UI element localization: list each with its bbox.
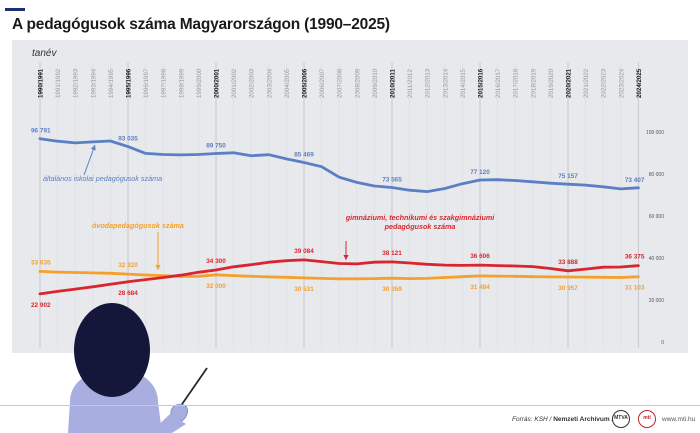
pointer-stick bbox=[177, 367, 208, 411]
x-tick-label: 2011/2012 bbox=[407, 69, 414, 98]
footer: Forrás: KSH / Nemzeti Archívum / MTI MTV… bbox=[0, 405, 700, 433]
x-tick-label: 2012/2013 bbox=[425, 68, 432, 98]
footer-divider bbox=[0, 405, 700, 406]
series-annotation-secondary: pedagógusok száma bbox=[384, 222, 456, 231]
x-tick-label: 2016/2017 bbox=[495, 68, 502, 98]
x-tick-label: 1990/1991 bbox=[38, 68, 45, 98]
source-prefix: Forrás: KSH / bbox=[512, 416, 552, 423]
x-tick-label: 2021/2022 bbox=[583, 68, 590, 98]
y-tick-label: 0 bbox=[661, 340, 664, 346]
x-tick-label: 2008/2009 bbox=[354, 68, 361, 98]
logo-text-mtva: MTVA bbox=[614, 415, 628, 421]
y-tick-label: 60 000 bbox=[649, 214, 665, 220]
x-tick-label: 1998/1999 bbox=[178, 68, 185, 98]
data-label-secondary: 34 300 bbox=[206, 258, 226, 265]
data-label-general: 75 157 bbox=[558, 173, 578, 180]
arrowhead-icon bbox=[343, 255, 349, 260]
series-line-general bbox=[38, 137, 640, 193]
data-label-general: 96 791 bbox=[31, 128, 51, 135]
x-tick-label: 2005/2006 bbox=[302, 68, 309, 98]
x-axis-title: tanév bbox=[32, 48, 57, 59]
data-label-secondary: 38 121 bbox=[382, 250, 402, 257]
x-tick-label: 2004/2005 bbox=[284, 68, 291, 98]
x-tick-label: 1992/1993 bbox=[73, 68, 80, 98]
x-tick-label: 2007/2008 bbox=[337, 68, 344, 98]
x-tick-label: 1995/1996 bbox=[126, 68, 133, 98]
x-tick-label: 2019/2020 bbox=[548, 68, 555, 98]
x-tick-label: 1994/1995 bbox=[108, 68, 115, 98]
x-tick-label: 2022/2023 bbox=[601, 68, 608, 98]
data-label-kinder: 30 531 bbox=[294, 286, 314, 293]
x-tick-label: 2018/2019 bbox=[530, 68, 537, 98]
x-tick-label: 2020/2021 bbox=[566, 68, 573, 98]
data-label-secondary: 36 606 bbox=[470, 253, 490, 260]
series-annotation-kinder: óvodapedagógusok száma bbox=[92, 221, 184, 230]
website-link[interactable]: www.mti.hu bbox=[662, 416, 696, 423]
chart-board bbox=[12, 40, 688, 353]
data-label-secondary: 28 684 bbox=[118, 290, 138, 297]
data-label-kinder: 31 103 bbox=[625, 285, 645, 292]
y-tick-label: 80 000 bbox=[649, 172, 665, 178]
data-label-general: 85 469 bbox=[294, 152, 314, 159]
annotation-pointer-general bbox=[83, 144, 96, 176]
page-margin bbox=[0, 0, 12, 433]
x-tick-label: 2003/2004 bbox=[266, 68, 273, 98]
x-tick-label: 1993/1994 bbox=[90, 68, 97, 98]
data-label-general: 73 407 bbox=[625, 177, 645, 184]
corner-accent bbox=[5, 8, 25, 11]
source-text: Forrás: KSH / Nemzeti Archívum / MTI bbox=[512, 416, 626, 423]
x-tick-label: 2024/2025 bbox=[636, 68, 643, 98]
data-label-secondary: 33 888 bbox=[558, 259, 578, 266]
series-line-kinder bbox=[38, 270, 640, 281]
data-label-kinder: 32 320 bbox=[118, 262, 138, 269]
data-label-general: 77 120 bbox=[470, 169, 490, 176]
logo-text-mti: mti bbox=[643, 415, 651, 421]
arrowhead-icon bbox=[155, 265, 161, 270]
data-label-general: 73 565 bbox=[382, 177, 402, 184]
data-label-secondary: 22 902 bbox=[31, 302, 51, 309]
data-label-kinder: 30 359 bbox=[382, 286, 402, 293]
x-tick-label: 2017/2018 bbox=[513, 68, 520, 98]
x-tick-label: 2009/2010 bbox=[372, 68, 379, 98]
data-label-general: 89 750 bbox=[206, 143, 226, 150]
x-tick-label: 2023/2024 bbox=[618, 68, 625, 98]
series-line-secondary bbox=[38, 258, 640, 296]
y-tick-label: 40 000 bbox=[649, 256, 665, 262]
x-tick-label: 1999/2000 bbox=[196, 68, 203, 98]
data-label-kinder: 33 635 bbox=[31, 259, 51, 266]
presenter-illustration bbox=[68, 303, 208, 433]
x-tick-label: 2001/2002 bbox=[231, 68, 238, 98]
y-tick-label: 20 000 bbox=[649, 298, 665, 304]
data-label-kinder: 31 484 bbox=[470, 284, 490, 291]
page-title: A pedagógusok száma Magyarországon (1990… bbox=[12, 16, 390, 33]
x-tick-label: 2013/2014 bbox=[442, 68, 449, 98]
x-tick-label: 1996/1997 bbox=[143, 68, 150, 98]
arrowhead-icon bbox=[90, 145, 96, 151]
series-annotation-secondary: gimnáziumi, technikumi és szakgimnáziumi bbox=[345, 213, 496, 222]
x-tick-label: 1991/1992 bbox=[55, 68, 62, 98]
mti-logo-icon: mti bbox=[638, 410, 656, 428]
data-label-secondary: 36 375 bbox=[625, 254, 645, 261]
x-tick-label: 2002/2003 bbox=[249, 68, 256, 98]
presenter-head bbox=[74, 303, 150, 397]
mtva-logo-icon: MTVA bbox=[612, 410, 630, 428]
data-label-kinder: 32 000 bbox=[206, 283, 226, 290]
x-tick-label: 2015/2016 bbox=[478, 68, 485, 98]
y-tick-label: 100 000 bbox=[646, 130, 664, 136]
data-label-secondary: 39 084 bbox=[294, 248, 314, 255]
x-tick-label: 2000/2001 bbox=[214, 68, 221, 98]
source-agency: Nemzeti Archívum / MTI bbox=[553, 416, 627, 423]
data-label-general: 93 035 bbox=[118, 136, 138, 143]
series-annotation-general: általános iskolai pedagógusok száma bbox=[43, 174, 162, 183]
x-tick-label: 2010/2011 bbox=[390, 69, 397, 98]
data-label-kinder: 30 957 bbox=[558, 285, 578, 292]
x-tick-label: 2006/2007 bbox=[319, 68, 326, 98]
x-tick-label: 2014/2015 bbox=[460, 68, 467, 98]
x-tick-label: 1997/1998 bbox=[161, 68, 168, 98]
